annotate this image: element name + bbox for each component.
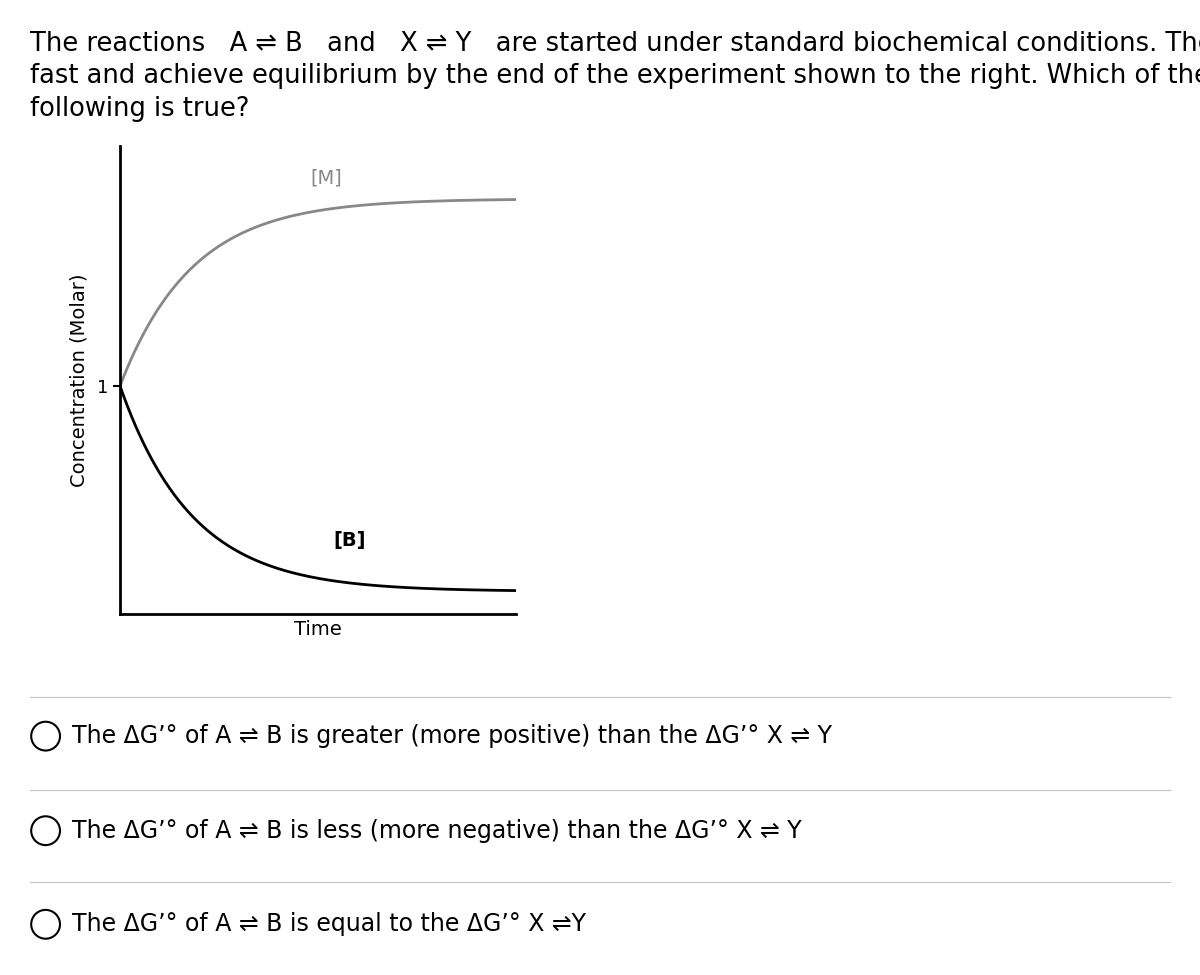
Text: [M]: [M]	[310, 169, 342, 187]
Text: [B]: [B]	[334, 531, 366, 550]
Y-axis label: Concentration (Molar): Concentration (Molar)	[70, 274, 89, 487]
Text: The ΔGʼ° of A ⇌ B is less (more negative) than the ΔGʼ° X ⇌ Y: The ΔGʼ° of A ⇌ B is less (more negative…	[72, 819, 802, 842]
Text: The ΔGʼ° of A ⇌ B is greater (more positive) than the ΔGʼ° X ⇌ Y: The ΔGʼ° of A ⇌ B is greater (more posit…	[72, 724, 832, 748]
Text: following is true?: following is true?	[30, 96, 250, 122]
Text: The reactions   A ⇌ B   and   X ⇌ Y   are started under standard biochemical con: The reactions A ⇌ B and X ⇌ Y are starte…	[30, 31, 1200, 58]
X-axis label: Time: Time	[294, 620, 342, 639]
Text: The ΔGʼ° of A ⇌ B is equal to the ΔGʼ° X ⇌Y: The ΔGʼ° of A ⇌ B is equal to the ΔGʼ° X…	[72, 913, 586, 936]
Text: fast and achieve equilibrium by the end of the experiment shown to the right. Wh: fast and achieve equilibrium by the end …	[30, 63, 1200, 90]
